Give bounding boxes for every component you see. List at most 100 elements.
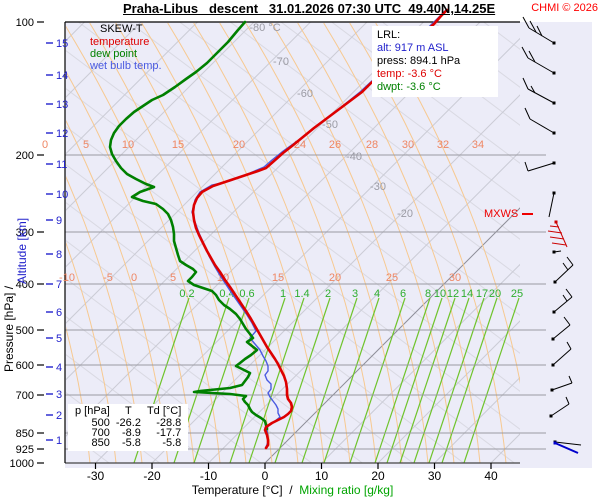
tick-label: 9 <box>56 215 62 227</box>
tick-label: 13 <box>56 99 68 111</box>
tick-label: 5 <box>83 139 89 151</box>
table-header: p [hPa] <box>75 405 110 417</box>
tick-label: -30 <box>87 469 105 483</box>
tick-label: 30 <box>428 469 442 483</box>
temperature-curve <box>191 8 449 450</box>
tick-label: 10 <box>315 469 329 483</box>
tick-label: 8 <box>425 288 431 300</box>
wind-barb <box>524 161 556 172</box>
page-title: Praha-Libus descent 31.01.2026 07:30 UTC… <box>123 1 496 16</box>
wind-barb <box>552 250 562 254</box>
table-cell: -8.9 <box>121 427 141 439</box>
tick-label: -50 <box>322 119 338 131</box>
table-cell: -28.8 <box>156 417 182 429</box>
wind-barb <box>551 316 571 341</box>
tick-label: 2 <box>325 288 331 300</box>
axis-ticks: 1002003004005006007008509251000151413121… <box>10 17 498 483</box>
tick-label: -60 <box>297 88 313 100</box>
tick-label: -5 <box>103 272 113 284</box>
tick-label: 600 <box>16 360 34 372</box>
tick-label: 7 <box>56 279 62 291</box>
wind-barb <box>548 191 556 218</box>
tick-label: 8 <box>56 249 62 261</box>
tick-label: 34 <box>472 139 484 151</box>
wind-barb <box>521 46 556 75</box>
tick-label: 5 <box>170 272 176 284</box>
wind-barbs <box>521 16 582 454</box>
tick-label: 4 <box>374 288 380 300</box>
tick-label: 14 <box>56 70 68 82</box>
wind-barb <box>553 441 579 454</box>
tick-label: 1 <box>280 288 286 300</box>
table-row: 850 -5.8 -5.8 <box>72 437 184 449</box>
tick-label: 4 <box>56 362 62 374</box>
tick-label: 5 <box>56 333 62 345</box>
wind-barb <box>552 288 573 314</box>
tick-label: 32 <box>437 139 449 151</box>
tick-label: -40 <box>346 151 362 163</box>
wind-barb <box>549 396 570 418</box>
tick-label: 40 <box>484 469 498 483</box>
tick-label: 0 <box>131 272 137 284</box>
tick-label: 12 <box>447 288 459 300</box>
tick-label: 400 <box>16 279 34 291</box>
lrl-temperature: temp: -3.6 °C <box>377 68 442 80</box>
mxws-label: MXWS <box>484 208 534 220</box>
tick-label: -10 <box>59 272 75 284</box>
x-axis-title: Temperature [°C] / Mixing ratio [g/kg] <box>191 483 394 497</box>
tick-label: -30 <box>370 181 386 193</box>
lrl-altitude: alt: 917 m ASL <box>377 42 449 54</box>
tick-label: 700 <box>16 390 34 402</box>
tick-label: 200 <box>16 150 34 162</box>
tick-label: 1000 <box>10 458 34 470</box>
mixing-ratio-axis-label: Mixing ratio [g/kg] <box>299 483 394 497</box>
table-row: 700 -8.9 -17.7 <box>72 427 184 439</box>
tick-label: 20 <box>489 288 501 300</box>
tick-label: 100 <box>16 17 34 29</box>
tick-label: 925 <box>16 444 34 456</box>
lrl-heading: LRL: <box>377 29 401 41</box>
dewpoint-curve <box>108 20 269 431</box>
sounding-table: p [hPa] T Td [°C] 500 -26.2 -28.8 700 -8.9 -17.… <box>72 405 184 449</box>
legend-wet-bulb: wet bulb temp. <box>90 60 162 72</box>
table-cell: 850 <box>91 437 110 449</box>
wind-barb <box>550 375 573 392</box>
tick-label: 26 <box>329 139 341 151</box>
wind-barb <box>547 220 568 248</box>
tick-label: 3 <box>56 389 62 401</box>
legend-dew-point: dew point <box>90 48 138 60</box>
tick-label: 28 <box>366 139 378 151</box>
tick-label: 15 <box>56 38 68 50</box>
tick-label: 30 <box>449 272 461 284</box>
tick-label: 850 <box>16 428 34 440</box>
tick-label: -70 <box>273 56 289 68</box>
tick-label: 17 <box>476 288 488 300</box>
mxws-dash <box>522 213 534 216</box>
tick-label: 1.4 <box>294 288 309 300</box>
tick-label: 0.6 <box>239 288 254 300</box>
tick-label: -10 <box>200 469 218 483</box>
curve-legend: temperature dew point wet bulb temp. <box>90 36 162 72</box>
sounding-table-box: p [hPa] T Td [°C] 500 -26.2 -28.8 700 -8.9 -17.… <box>68 404 189 451</box>
diagram-type-label: SKEW-T <box>100 23 143 35</box>
tick-label: 0.2 <box>179 288 194 300</box>
tick-label: -80 °C <box>249 22 280 34</box>
sounding-curves <box>108 8 449 450</box>
tick-label: 20 <box>329 272 341 284</box>
tick-label: 0 <box>262 469 269 483</box>
tick-label: 12 <box>56 128 68 140</box>
table-cell: 500 <box>91 417 110 429</box>
table-cell: -26.2 <box>115 417 141 429</box>
table-header: T <box>125 405 132 417</box>
pressure-gridlines <box>65 154 546 450</box>
wind-barb <box>522 77 556 105</box>
tick-label: 14 <box>461 288 473 300</box>
tick-label: 30 <box>402 139 414 151</box>
tick-label: 25 <box>511 288 523 300</box>
tick-label: 300 <box>16 227 34 239</box>
tick-label: 0 <box>42 139 48 151</box>
tick-label: 20 <box>371 469 385 483</box>
tick-label: 15 <box>272 272 284 284</box>
